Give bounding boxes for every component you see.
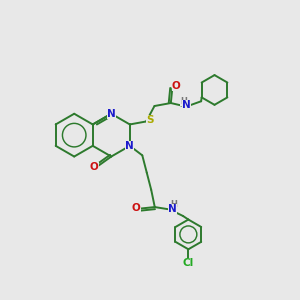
- Text: N: N: [182, 100, 191, 110]
- Text: N: N: [168, 204, 177, 214]
- Text: N: N: [125, 141, 134, 151]
- Text: O: O: [132, 203, 141, 213]
- Text: N: N: [107, 109, 116, 119]
- Text: H: H: [170, 200, 177, 209]
- Text: H: H: [180, 97, 187, 106]
- Text: Cl: Cl: [183, 258, 194, 268]
- Text: O: O: [90, 162, 99, 172]
- Text: S: S: [146, 115, 154, 125]
- Text: O: O: [172, 81, 180, 91]
